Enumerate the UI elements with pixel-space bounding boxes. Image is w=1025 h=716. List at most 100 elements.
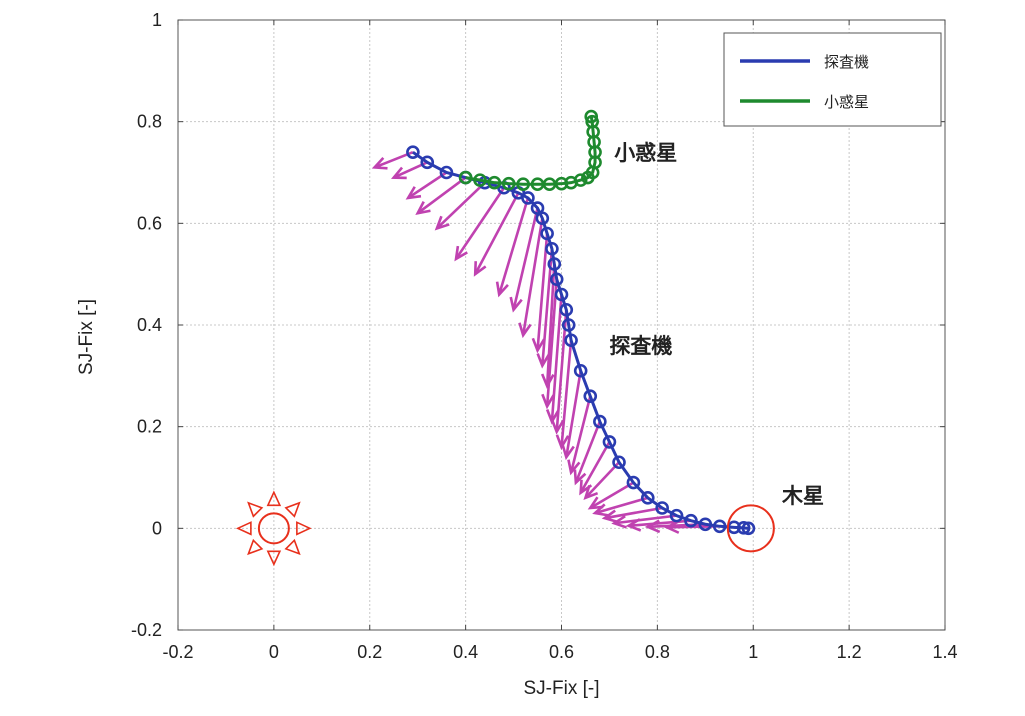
x-axis-ticks: -0.2 0 0.2 0.4 0.6 0.8 1 1.2 1.4 — [162, 20, 958, 662]
force-arrow-shaft — [594, 496, 649, 515]
force-arrow-head — [663, 520, 680, 534]
x-tick-label: 0.6 — [549, 642, 574, 662]
sun-ray — [266, 490, 282, 507]
y-tick-label: 0 — [152, 518, 162, 538]
force-arrow-shaft — [628, 519, 692, 528]
asteroid-marker — [501, 176, 516, 191]
force-arrow — [518, 218, 544, 339]
sun-ray — [235, 521, 252, 536]
sun-icon — [235, 490, 312, 567]
legend-label: 小惑星 — [824, 93, 869, 111]
annotation-label: 木星 — [781, 484, 824, 508]
force-arrow-shaft — [579, 441, 611, 494]
force-arrow-head — [555, 434, 570, 450]
force-arrow-shaft — [474, 192, 520, 275]
force-arrow-head — [495, 281, 509, 298]
spacecraft-marker — [593, 414, 607, 429]
force-arrow — [625, 518, 692, 532]
force-arrow-head — [587, 496, 604, 510]
sun-ray — [247, 538, 264, 556]
force-arrow-shaft — [407, 171, 448, 200]
spacecraft-marker — [561, 318, 576, 332]
spacecraft-marker — [554, 287, 569, 302]
force-arrow-head — [415, 201, 431, 215]
force-arrow — [579, 441, 611, 496]
force-arrow-head — [592, 503, 609, 517]
spacecraft-marker — [439, 165, 454, 180]
force-arrow-head — [390, 166, 407, 180]
legend-box — [723, 32, 942, 127]
y-axis-label: SJ-Fix [-] — [76, 299, 97, 375]
y-axis-ticks: -0.2 0 0.2 0.4 0.6 0.8 1 — [131, 10, 945, 640]
x-tick-label: 0.2 — [357, 642, 382, 662]
force-arrow-shaft — [435, 181, 486, 230]
sun-ray — [284, 538, 301, 556]
asteroid-line — [465, 116, 597, 186]
force-arrow-head — [644, 519, 661, 534]
sun-ray — [296, 521, 312, 536]
series-group — [406, 109, 756, 536]
force-arrow-head — [583, 485, 599, 501]
force-arrow-head — [625, 518, 642, 532]
force-arrow — [434, 181, 486, 231]
force-arrow-head — [541, 393, 555, 410]
spacecraft-marker — [741, 521, 756, 536]
force-arrow — [454, 187, 506, 262]
force-arrow-head — [531, 337, 546, 354]
x-tick-label: 1 — [748, 642, 758, 662]
force-arrow-head — [509, 296, 523, 313]
force-arrow — [531, 233, 549, 354]
force-arrow-head — [518, 322, 532, 339]
force-arrow-shaft — [521, 218, 544, 336]
spacecraft-marker — [535, 211, 550, 226]
sun-ray — [247, 501, 264, 518]
force-arrow — [371, 150, 414, 170]
force-arrow-head — [561, 444, 575, 461]
y-tick-label: 0.2 — [137, 417, 162, 437]
spacecraft-marker — [736, 521, 751, 535]
x-tick-label: 1.4 — [932, 642, 957, 662]
spacecraft-marker — [669, 508, 684, 523]
spacecraft-marker — [698, 517, 713, 532]
force-arrow-shaft — [565, 370, 582, 458]
spacecraft-marker — [540, 226, 554, 241]
y-tick-label: -0.2 — [131, 620, 162, 640]
force-arrow-shaft — [416, 176, 467, 215]
force-arrow — [405, 171, 448, 200]
spacecraft-marker — [626, 475, 641, 490]
force-arrow-head — [601, 509, 618, 523]
force-arrow-head — [540, 373, 555, 389]
force-arrow — [415, 176, 467, 215]
x-axis-label: SJ-Fix [-] — [524, 678, 600, 699]
asteroid-marker — [584, 109, 599, 124]
force-arrow — [495, 197, 530, 298]
x-tick-label: 0 — [269, 642, 279, 662]
force-arrow-shaft — [497, 197, 530, 295]
force-arrow-head — [573, 469, 587, 486]
force-arrow-head — [454, 245, 468, 262]
force-arrow-shaft — [454, 187, 506, 260]
spacecraft-marker — [559, 302, 574, 317]
x-tick-label: 0.8 — [645, 642, 670, 662]
asteroid-marker — [573, 173, 588, 187]
spacecraft-marker — [521, 191, 535, 205]
spacecraft-marker — [712, 519, 727, 534]
celestial-bodies — [235, 490, 775, 567]
spacecraft-marker — [612, 455, 626, 470]
asteroid-marker — [585, 114, 599, 129]
spacecraft-marker — [640, 491, 655, 505]
x-tick-label: 0.4 — [453, 642, 478, 662]
asteroid-series — [458, 109, 602, 191]
spacecraft-marker — [549, 272, 564, 287]
force-arrow-head — [550, 419, 565, 435]
force-arrow — [541, 279, 559, 410]
spacecraft-marker — [420, 155, 435, 170]
x-tick-label: -0.2 — [162, 642, 193, 662]
force-arrow — [601, 506, 663, 523]
force-arrow-head — [536, 353, 551, 369]
force-arrow-shaft — [604, 506, 663, 520]
force-arrow-shaft — [589, 481, 635, 510]
